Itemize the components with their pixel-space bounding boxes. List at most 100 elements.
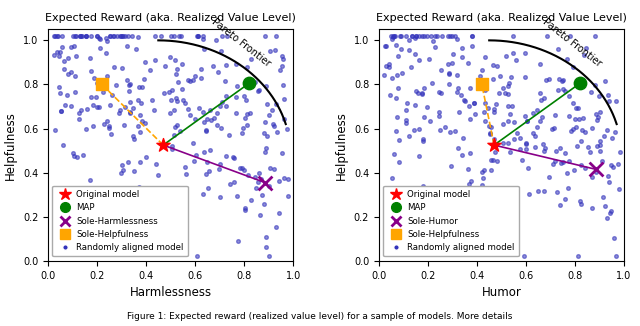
Point	[92, 33, 102, 38]
Point	[270, 48, 280, 53]
Point	[410, 102, 420, 107]
Point	[102, 38, 112, 43]
Point	[205, 148, 216, 153]
Point	[261, 146, 271, 151]
Point	[180, 164, 191, 169]
Point	[460, 98, 470, 103]
Point	[550, 158, 560, 163]
Point	[505, 149, 515, 155]
Point	[135, 113, 145, 118]
Point	[475, 73, 485, 78]
Point	[591, 111, 601, 117]
Point	[467, 44, 477, 49]
Point	[140, 77, 150, 82]
Point	[273, 211, 284, 216]
Point	[196, 66, 206, 71]
Point	[242, 65, 252, 70]
Point	[52, 33, 63, 38]
Point	[231, 111, 241, 116]
Point	[418, 139, 428, 144]
Point	[140, 121, 150, 126]
Point	[260, 180, 270, 185]
Point	[568, 101, 579, 106]
Point	[225, 181, 236, 186]
Point	[278, 82, 288, 87]
Point	[173, 33, 184, 38]
Point	[539, 188, 549, 194]
Point	[108, 33, 118, 38]
Point	[192, 33, 202, 38]
Point	[124, 88, 134, 93]
Point	[60, 102, 70, 107]
Point	[180, 100, 190, 106]
Point	[243, 172, 253, 177]
Point	[175, 128, 186, 133]
Point	[575, 198, 586, 203]
Point	[69, 154, 79, 159]
Point	[560, 151, 570, 156]
Point	[254, 170, 264, 175]
Point	[63, 71, 74, 76]
Point	[401, 33, 411, 38]
Point	[156, 33, 166, 38]
Point	[569, 167, 579, 172]
Point	[255, 212, 265, 217]
Point	[414, 126, 424, 131]
Point	[259, 201, 269, 207]
Point	[508, 51, 518, 56]
Point	[561, 56, 572, 62]
Point	[239, 168, 249, 173]
Point	[92, 81, 102, 86]
Point	[479, 210, 490, 215]
Point	[436, 91, 446, 96]
Point	[140, 60, 150, 65]
Point	[200, 119, 210, 125]
Point	[559, 196, 570, 201]
Point	[74, 111, 84, 116]
Point	[65, 104, 76, 109]
Point	[548, 162, 558, 167]
Point	[511, 57, 522, 63]
Point	[489, 142, 499, 148]
Point	[279, 117, 289, 122]
Point	[486, 167, 496, 172]
Point	[477, 67, 487, 73]
Point	[480, 54, 490, 59]
Point	[579, 52, 589, 57]
Point	[52, 50, 62, 55]
Point	[215, 161, 225, 166]
Point	[437, 33, 447, 38]
Point	[562, 170, 572, 176]
Point	[170, 133, 180, 138]
Point	[114, 111, 124, 116]
Point	[117, 33, 127, 38]
Point	[115, 33, 125, 38]
Point	[141, 155, 152, 160]
Point	[508, 33, 518, 38]
Point	[265, 166, 275, 171]
Point	[391, 128, 401, 133]
Point	[571, 125, 581, 130]
Point	[602, 215, 612, 221]
Point	[109, 33, 119, 38]
Point	[167, 147, 177, 152]
Point	[72, 155, 82, 160]
Point	[278, 96, 289, 102]
Point	[135, 159, 145, 164]
Point	[520, 113, 531, 118]
Point	[260, 33, 270, 38]
Point	[227, 155, 237, 160]
Point	[387, 76, 397, 81]
Point	[418, 136, 428, 141]
Point	[132, 123, 143, 128]
Point	[189, 159, 199, 164]
Point	[185, 112, 195, 118]
Point	[465, 150, 475, 156]
Point	[506, 74, 516, 80]
Point	[85, 55, 95, 61]
Point	[251, 185, 261, 191]
Point	[381, 63, 391, 68]
Point	[591, 167, 601, 172]
Point	[116, 170, 126, 175]
Point	[488, 77, 498, 82]
